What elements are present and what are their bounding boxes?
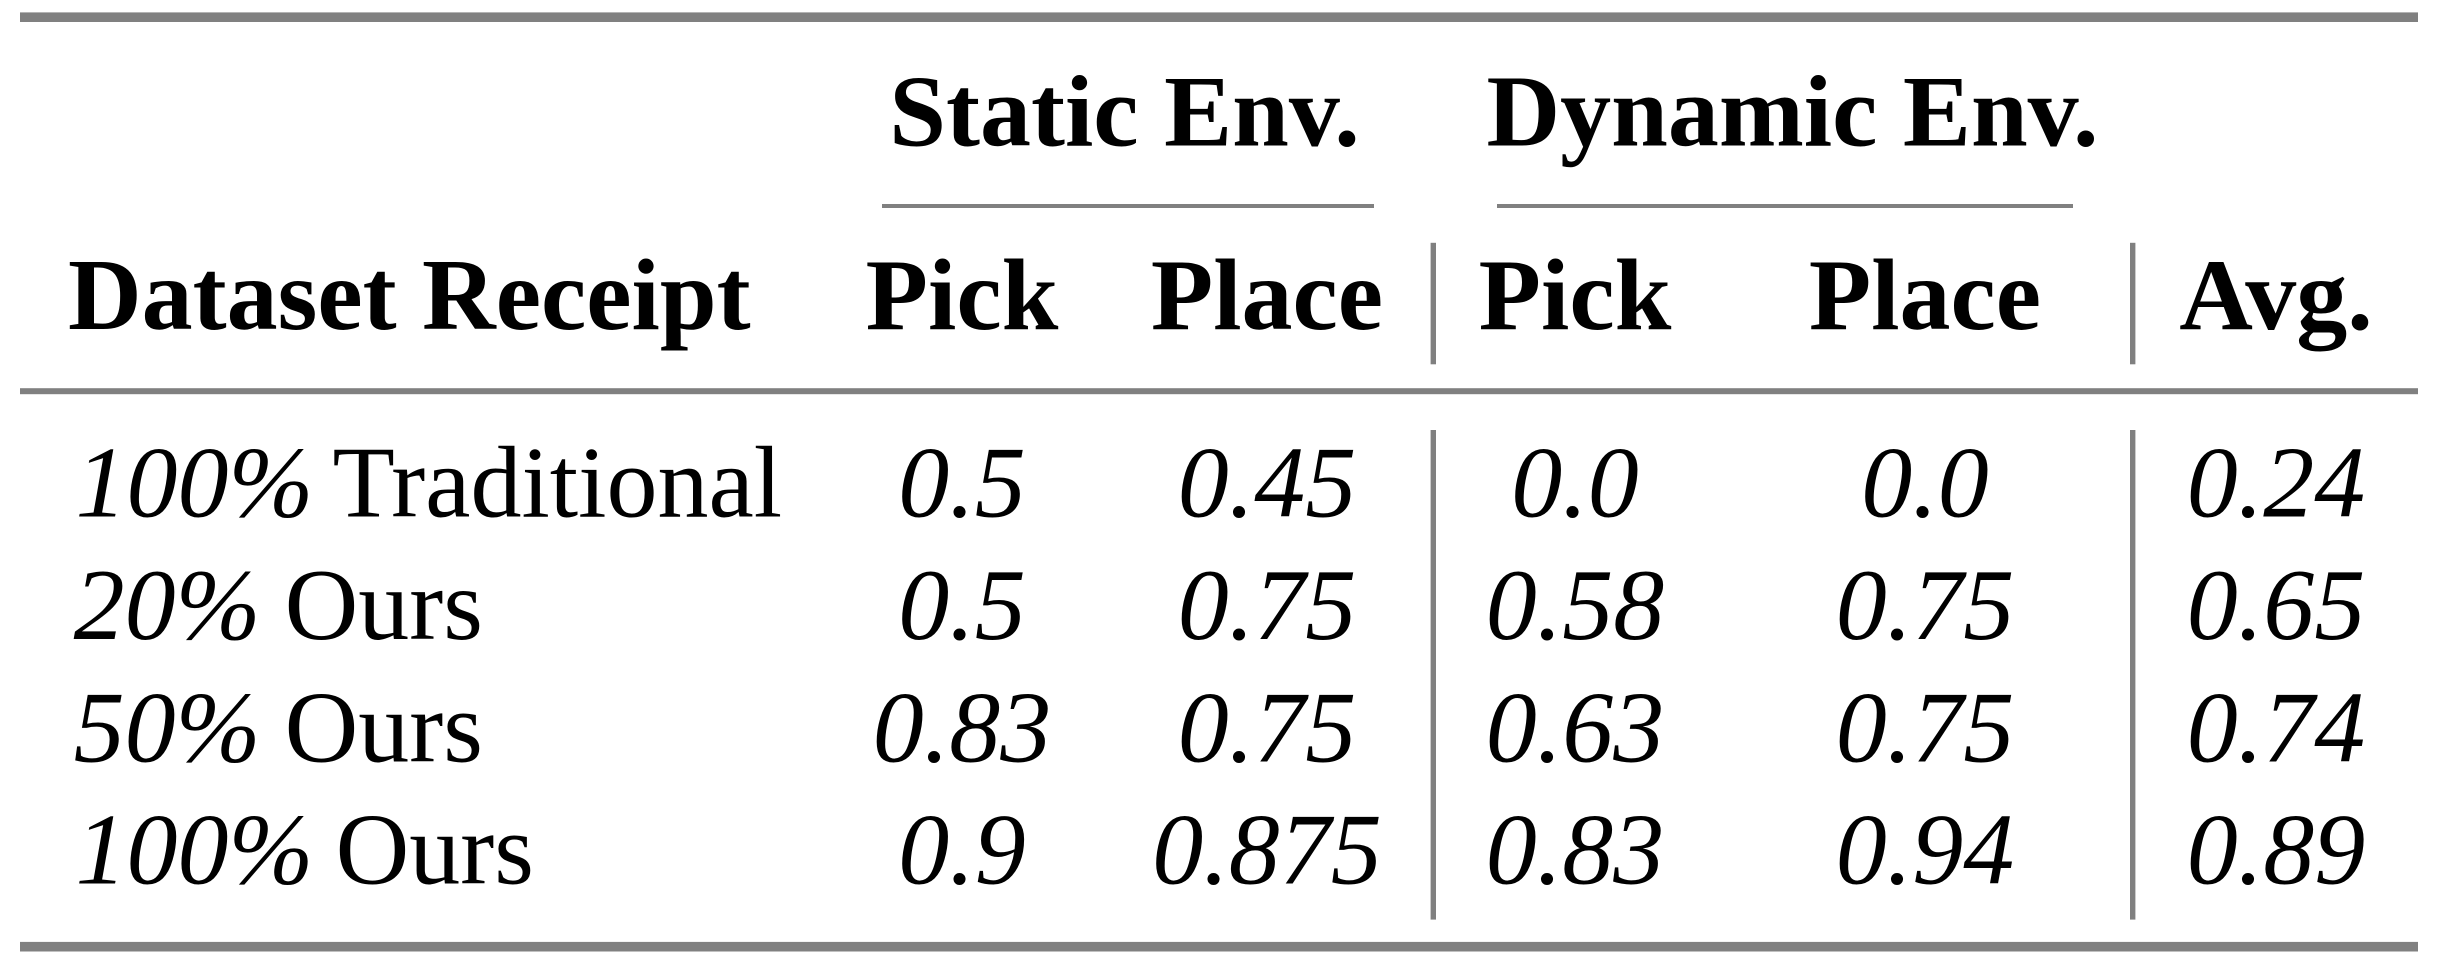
svg-text:Pick: Pick <box>1479 239 1672 352</box>
svg-text:Dynamic Env.: Dynamic Env. <box>1486 56 2098 169</box>
svg-text:0.5: 0.5 <box>898 549 1026 662</box>
svg-text:20%: 20% <box>74 549 261 662</box>
svg-text:100%: 100% <box>76 427 314 540</box>
svg-text:100%: 100% <box>76 794 314 907</box>
svg-text:0.45: 0.45 <box>1178 427 1357 540</box>
svg-text:0.75: 0.75 <box>1178 549 1357 662</box>
svg-text:0.75: 0.75 <box>1836 671 2015 784</box>
svg-text:0.75: 0.75 <box>1178 671 1357 784</box>
svg-text:0.0: 0.0 <box>1861 427 1989 540</box>
svg-text:50%: 50% <box>74 671 261 784</box>
svg-text:0.63: 0.63 <box>1486 671 1665 784</box>
svg-text:0.9: 0.9 <box>898 794 1026 907</box>
svg-text:Static Env.: Static Env. <box>889 56 1359 169</box>
svg-text:0.58: 0.58 <box>1486 549 1665 662</box>
svg-text:0.94: 0.94 <box>1836 794 2015 907</box>
svg-text:Pick: Pick <box>866 239 1059 352</box>
svg-text:0.5: 0.5 <box>898 427 1026 540</box>
svg-text:0.65: 0.65 <box>2187 549 2366 662</box>
svg-text:0.75: 0.75 <box>1836 549 2015 662</box>
svg-text:0.0: 0.0 <box>1511 427 1639 540</box>
svg-text:Ours: Ours <box>336 794 534 907</box>
svg-text:Traditional: Traditional <box>333 427 783 540</box>
svg-text:0.83: 0.83 <box>1486 794 1665 907</box>
svg-text:0.83: 0.83 <box>873 671 1052 784</box>
svg-text:0.89: 0.89 <box>2187 794 2366 907</box>
svg-text:Dataset Receipt: Dataset Receipt <box>68 239 751 352</box>
svg-text:0.24: 0.24 <box>2187 427 2366 540</box>
svg-text:0.875: 0.875 <box>1152 794 1382 907</box>
svg-text:Ours: Ours <box>285 671 483 784</box>
svg-text:Ours: Ours <box>285 549 483 662</box>
svg-text:0.74: 0.74 <box>2187 671 2366 784</box>
svg-text:Avg.: Avg. <box>2179 239 2373 352</box>
svg-text:Place: Place <box>1151 239 1383 352</box>
svg-text:Place: Place <box>1809 239 2041 352</box>
